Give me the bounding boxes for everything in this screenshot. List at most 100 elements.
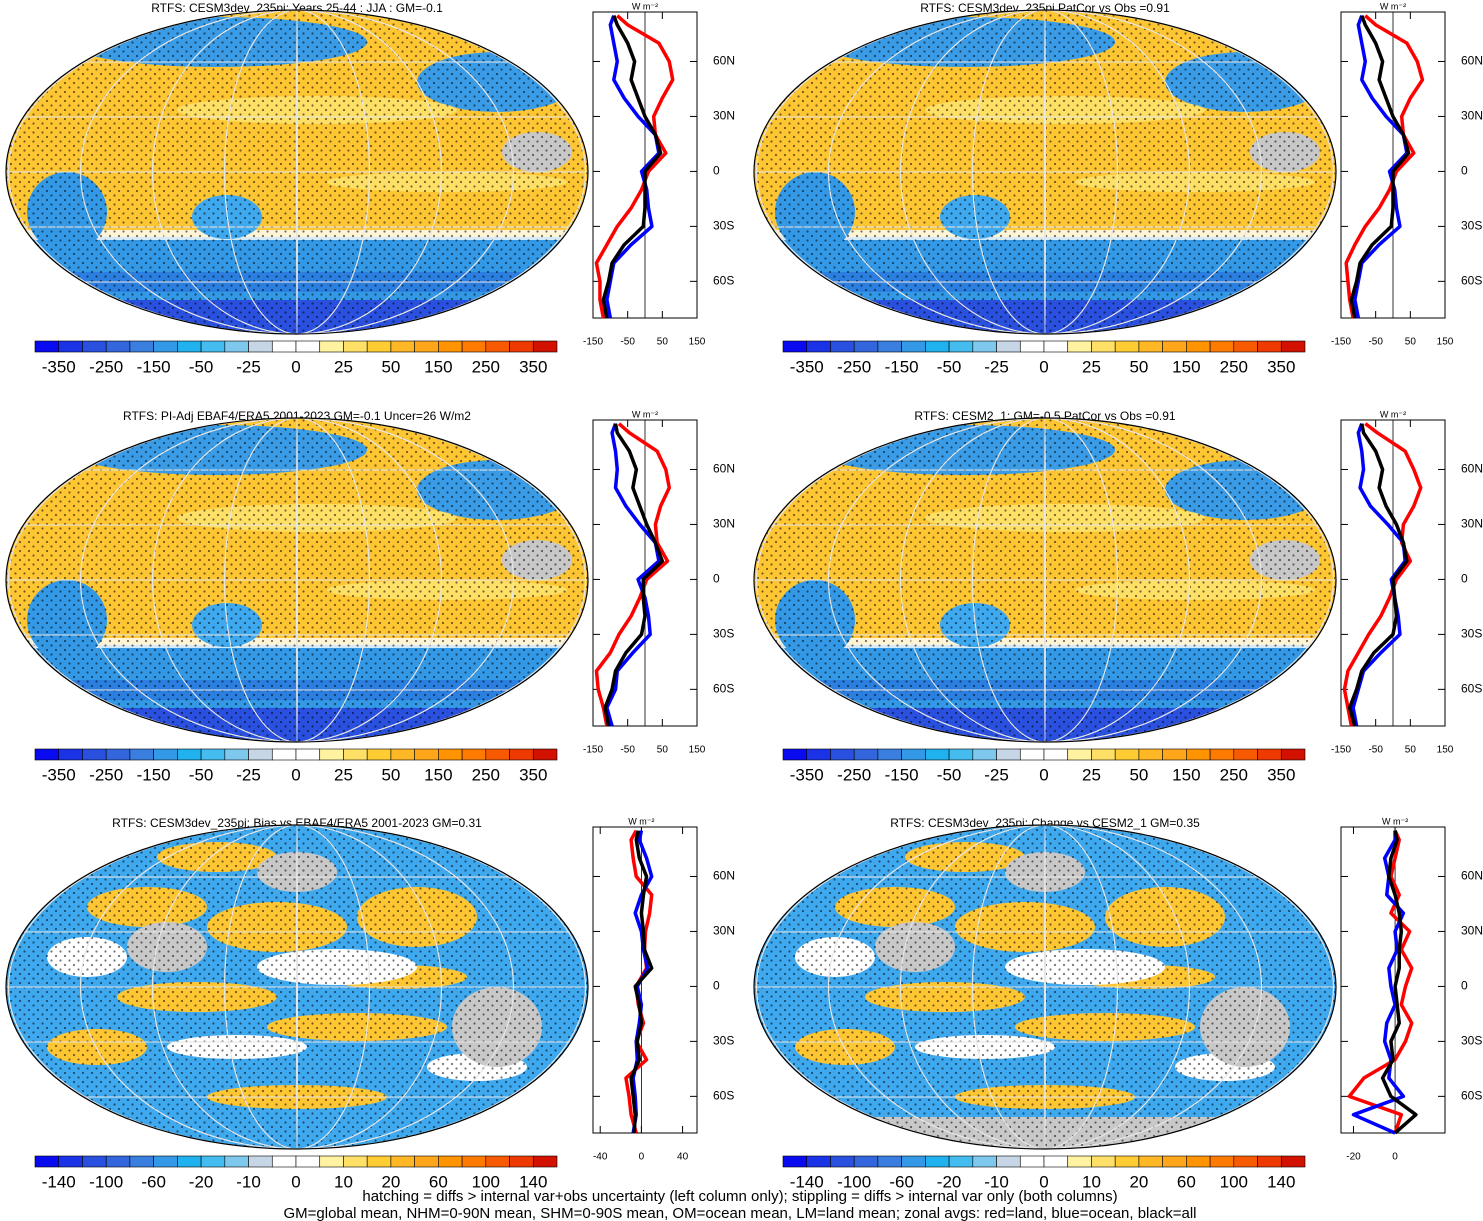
colorbar-box [34,1155,60,1168]
colorbar-label: 0 [1039,765,1048,784]
map [754,10,1336,334]
colorbar-label: 50 [1129,765,1148,784]
colorbar-label: -50 [937,765,962,784]
zonal-mean-line [1347,829,1414,1134]
colorbar-box [806,340,831,353]
zonal-mean-line [1347,423,1409,727]
y-tick-label: 30N [713,924,735,938]
x-tick-label: 150 [1437,745,1454,756]
colorbar-box [343,340,368,353]
meridian [1044,10,1046,334]
colorbar-label: 50 [1129,357,1148,376]
y-tick-label: 60S [1461,1089,1482,1103]
colorbar-label: -250 [89,357,123,376]
colorbar-box [1233,340,1258,353]
colorbar-label: 350 [1267,765,1295,784]
zonal-mean-line [594,14,675,319]
unit-label: W m⁻² [1382,816,1408,826]
meridian [152,825,442,1149]
colorbar-box [485,1155,510,1168]
colorbar-box [271,1155,297,1168]
colorbar-box [532,340,558,353]
colorbar-box [34,340,60,353]
colorbar-box [1138,340,1163,353]
colorbar-box [1209,340,1235,353]
meridian [756,10,1334,334]
zonal-mean-line [605,423,661,727]
y-tick-label: 30S [713,219,734,233]
colorbar-box [438,340,463,353]
meridian [296,418,298,742]
colorbar-label: 25 [1082,357,1101,376]
colorbar-box [82,748,107,761]
colorbar-box [1067,748,1092,761]
colorbar-label: -150 [885,357,919,376]
colorbar-box [782,340,808,353]
y-tick-label: 0 [1461,979,1468,993]
y-tick-label: 30N [1461,924,1483,938]
colorbar-label: 0 [1039,1172,1048,1191]
colorbar-box [972,1155,997,1168]
colorbar-box [153,748,178,761]
x-tick-label: -50 [620,337,635,348]
meridian [972,10,1118,334]
map [6,10,588,334]
colorbar-box [390,748,415,761]
colorbar-box [853,340,879,353]
meridian [1044,825,1046,1149]
colorbar-label: -25 [984,765,1009,784]
unit-label: W m⁻² [632,409,658,419]
colorbar-box [82,340,107,353]
colorbar-box [343,1155,368,1168]
map-outline [753,9,1337,335]
colorbar-box [877,1155,902,1168]
colorbar-label: -150 [137,357,171,376]
colorbar-box [414,340,439,353]
x-tick-label: 0 [639,1152,645,1163]
y-tick-label: 0 [713,572,720,586]
colorbar-box [877,748,902,761]
colorbar-box [925,340,950,353]
colorbar-label: -20 [937,1172,962,1191]
colorbar-box [532,748,558,761]
colorbar-label: 20 [381,1172,400,1191]
colorbar-box [438,1155,463,1168]
colorbar-box [366,1155,392,1168]
y-tick-label: 60S [713,682,734,696]
x-tick-label: -20 [1346,1152,1361,1163]
colorbar-label: -50 [189,357,214,376]
colorbar-label: -150 [885,765,919,784]
panel-title: RTFS: CESM3dev_235pi: Years 25-44 : JJA … [151,1,443,15]
colorbar-box [153,1155,178,1168]
colorbar-label: -250 [89,765,123,784]
colorbar-box [438,748,463,761]
colorbar-box [1114,340,1140,353]
colorbar-box [806,1155,831,1168]
unit-label: W m⁻² [628,816,654,826]
footer-line: hatching = diffs > internal var+obs unce… [362,1188,1117,1205]
colorbar-box [1257,748,1282,761]
colorbar-label: 140 [1267,1172,1295,1191]
colorbar-box [414,748,439,761]
colorbar-label: 25 [1082,765,1101,784]
colorbar-label: 250 [1220,765,1248,784]
colorbar-box [877,340,902,353]
colorbar-box [830,1155,855,1168]
colorbar-box [509,1155,534,1168]
colorbar-box [925,1155,950,1168]
colorbar-box [1162,1155,1187,1168]
colorbar-label: -50 [937,357,962,376]
y-tick-label: 0 [1461,572,1468,586]
colorbar-label: 10 [1082,1172,1101,1191]
colorbar-box [1043,1155,1069,1168]
colorbar-box [461,340,487,353]
colorbar-box [1280,340,1306,353]
colorbar-label: 150 [1172,765,1200,784]
colorbar-box [1114,1155,1140,1168]
colorbar-box [177,748,202,761]
colorbar-box [129,748,154,761]
colorbar-label: 350 [519,357,547,376]
colorbar-box [509,748,534,761]
colorbar-box [343,748,368,761]
colorbar-label: 50 [381,357,400,376]
